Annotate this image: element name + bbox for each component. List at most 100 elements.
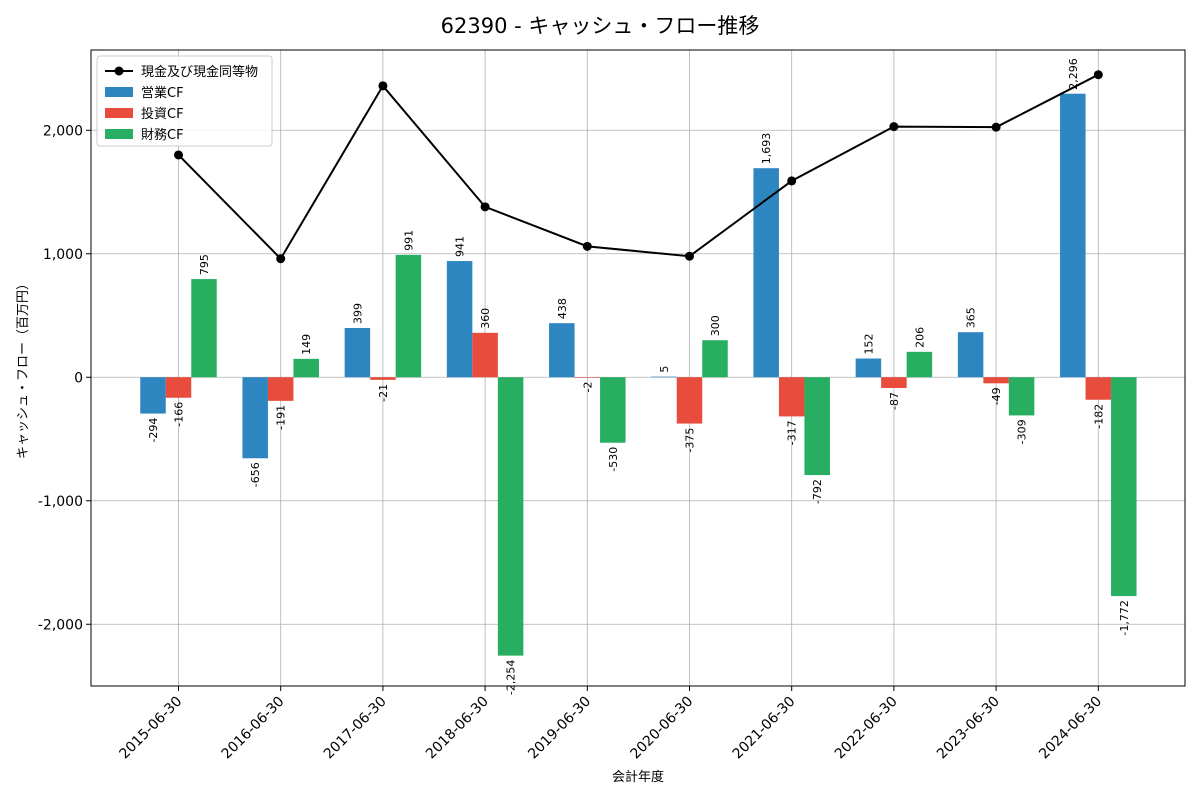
bar-operating-cf — [651, 376, 677, 378]
bar-data-label: 795 — [198, 254, 211, 275]
legend-label: 営業CF — [141, 85, 184, 101]
bar-data-label: 1,693 — [760, 133, 773, 165]
bar-data-label: 399 — [351, 303, 364, 324]
bar-financing-cf — [906, 351, 933, 378]
legend-bar-swatch — [105, 108, 133, 118]
bar-financing-cf — [600, 377, 626, 443]
x-tick-label: 2022-06-30 — [832, 694, 901, 763]
bar-operating-cf — [140, 377, 166, 414]
y-axis-label: キャッシュ・フロー（百万円） — [16, 277, 31, 459]
x-tick-label: 2023-06-30 — [934, 694, 1003, 763]
bar-data-label: -49 — [990, 387, 1003, 405]
bar-operating-cf — [753, 168, 779, 378]
bar-operating-cf — [344, 327, 371, 378]
cash-balance-point — [480, 202, 490, 212]
x-tick-label: 2015-06-30 — [116, 694, 185, 763]
bar-data-label: -309 — [1016, 419, 1029, 444]
cash-balance-point — [276, 254, 286, 264]
bar-data-label: -530 — [607, 447, 620, 472]
y-tick-label: 2,000 — [43, 123, 83, 139]
cash-balance-point — [174, 150, 183, 160]
bar-financing-cf — [702, 340, 728, 378]
x-tick-label: 2019-06-30 — [525, 694, 594, 763]
bar-investing-cf — [1085, 377, 1112, 400]
cash-balance-point — [1093, 70, 1103, 80]
legend-bar-swatch — [105, 87, 133, 97]
bar-operating-cf — [242, 377, 268, 459]
bar-data-label: 206 — [913, 327, 926, 348]
cash-balance-point — [582, 241, 592, 251]
bar-investing-cf — [370, 377, 396, 380]
bar-data-label: -375 — [684, 428, 697, 453]
y-tick-label: -2,000 — [38, 617, 83, 633]
bar-investing-cf — [267, 377, 294, 401]
bar-data-label: -2,254 — [505, 660, 518, 695]
bar-financing-cf — [497, 377, 524, 656]
x-tick-label: 2020-06-30 — [627, 694, 696, 763]
bar-data-label: 438 — [556, 298, 569, 319]
bar-investing-cf — [574, 377, 601, 378]
bar-investing-cf — [983, 377, 1009, 384]
legend-marker — [114, 66, 124, 76]
bar-data-label: 300 — [709, 315, 722, 336]
y-tick-label: -1,000 — [38, 494, 83, 510]
bar-operating-cf — [1060, 93, 1086, 378]
bar-data-label: 149 — [300, 334, 313, 355]
bar-investing-cf — [165, 377, 192, 398]
x-tick-label: 2017-06-30 — [321, 694, 390, 763]
bar-data-label: -166 — [173, 402, 186, 427]
bar-operating-cf — [855, 358, 882, 378]
bar-financing-cf — [1111, 377, 1137, 597]
bar-data-label: -656 — [249, 462, 262, 487]
bar-financing-cf — [293, 358, 319, 378]
bar-data-label: -87 — [888, 392, 901, 410]
bar-data-label: 152 — [862, 333, 875, 354]
bar-data-label: 941 — [454, 236, 467, 257]
bar-data-label: -182 — [1092, 404, 1105, 429]
cash-balance-point — [378, 81, 388, 91]
legend-label: 投資CF — [141, 106, 184, 122]
bar-data-label: -1,772 — [1118, 600, 1131, 635]
bar-data-label: 365 — [965, 307, 978, 328]
x-tick-label: 2016-06-30 — [219, 694, 288, 763]
bar-data-label: -317 — [786, 420, 799, 445]
y-tick-label: 1,000 — [43, 247, 83, 263]
bar-data-label: -294 — [147, 418, 160, 443]
bar-financing-cf — [1008, 377, 1035, 416]
bar-data-label: -2 — [581, 382, 594, 393]
plot-frame — [90, 49, 1186, 687]
chart-title: 62390 - キャッシュ・フロー推移 — [440, 14, 760, 38]
bar-financing-cf — [395, 254, 422, 378]
bar-investing-cf — [472, 332, 498, 378]
x-tick-label: 2024-06-30 — [1036, 694, 1105, 763]
cash-balance-point — [787, 176, 797, 186]
bar-data-label: -191 — [275, 405, 288, 430]
bar-financing-cf — [191, 279, 217, 378]
plot-area — [91, 50, 1185, 686]
bar-data-label: -792 — [811, 479, 824, 504]
x-tick-label: 2018-06-30 — [423, 694, 492, 763]
bar-data-label: 991 — [402, 230, 415, 251]
x-tick-label: 2021-06-30 — [730, 694, 799, 763]
x-axis-label: 会計年度 — [612, 769, 664, 785]
legend-label: 財務CF — [141, 128, 184, 143]
bar-data-label: 2,296 — [1067, 58, 1080, 90]
bar-investing-cf — [778, 377, 805, 417]
bar-operating-cf — [549, 323, 575, 378]
cash-balance-point — [685, 251, 694, 261]
bar-operating-cf — [957, 332, 984, 378]
bar-investing-cf — [881, 377, 907, 389]
cash-balance-point — [991, 122, 1001, 132]
bar-data-label: 360 — [479, 308, 492, 329]
legend-box — [96, 55, 273, 147]
bar-investing-cf — [676, 377, 703, 424]
cash-balance-line — [177, 73, 1099, 261]
bar-data-label: 5 — [658, 366, 671, 373]
y-tick-label: 0 — [74, 370, 83, 386]
legend-bar-swatch — [105, 129, 133, 139]
bar-operating-cf — [446, 261, 473, 378]
bar-financing-cf — [804, 377, 830, 476]
legend-label: 現金及び現金同等物 — [141, 64, 258, 80]
